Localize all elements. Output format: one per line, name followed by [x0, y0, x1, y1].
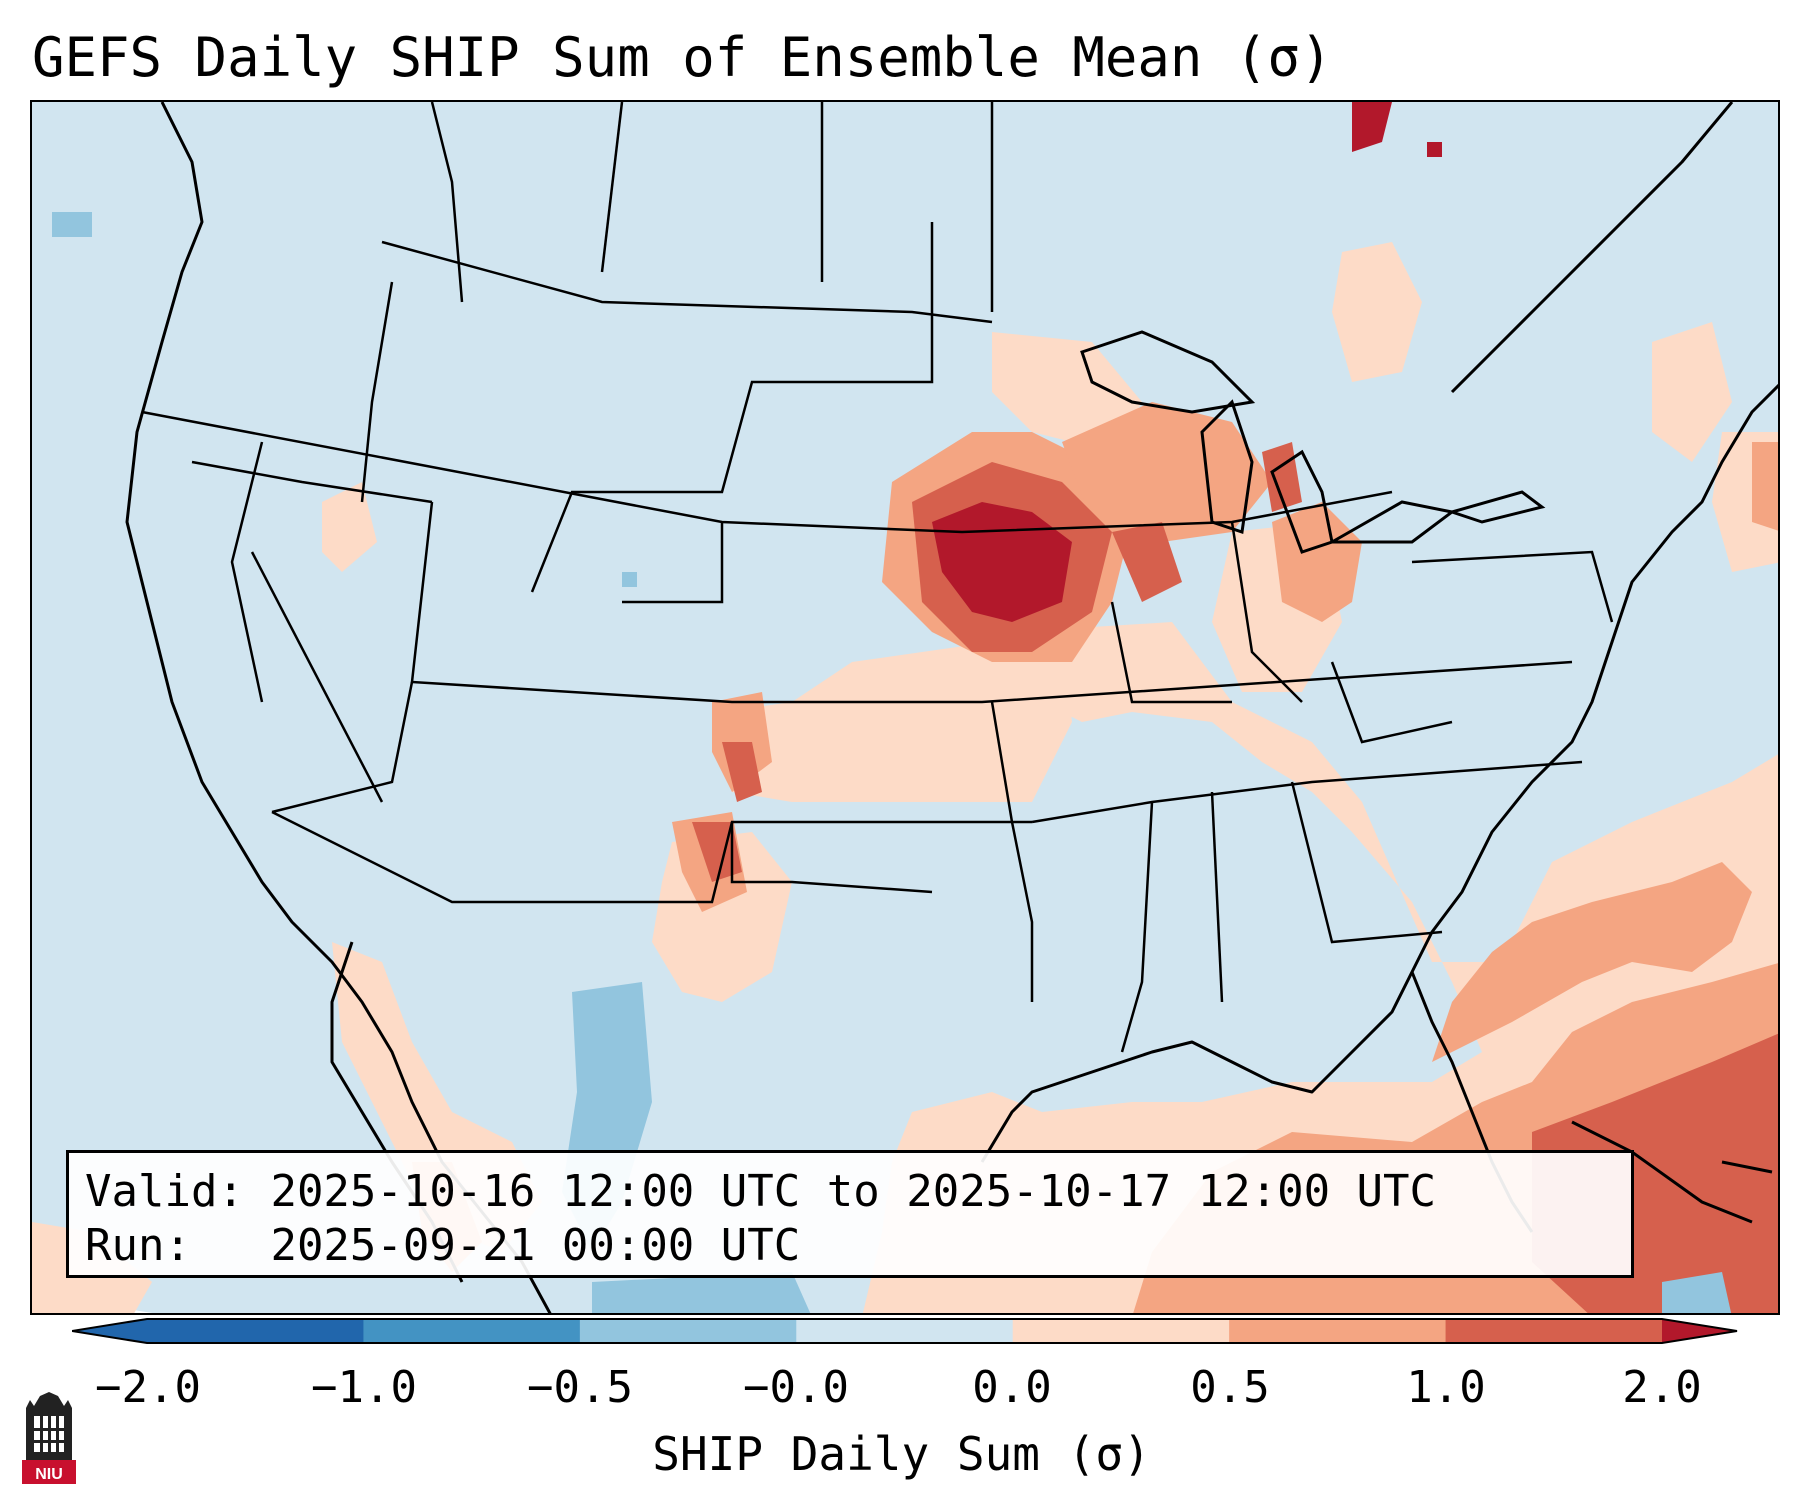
logo-text: NIU [35, 1466, 63, 1483]
state-boundaries [141, 102, 1614, 1053]
colorbar-segment [1445, 1319, 1663, 1343]
colorbar-segment [796, 1319, 1014, 1343]
valid-run-info-box: Valid: 2025-10-16 12:00 UTC to 2025-10-1… [66, 1150, 1634, 1278]
colorbar-tick: 2.0 [1622, 1362, 1702, 1413]
valid-label: Valid: [85, 1166, 244, 1217]
colorbar-segment [579, 1319, 797, 1343]
great-lakes [1080, 330, 1546, 554]
caribbean-islands [1571, 1120, 1773, 1224]
colorbar [72, 1318, 1738, 1344]
colorbar-tick: −0.0 [743, 1362, 849, 1413]
colorbar-tick: −2.0 [95, 1362, 201, 1413]
colorbar-outline [72, 1318, 1738, 1344]
colorbar-tick-labels: −2.0 −1.0 −0.5 −0.0 0.0 0.5 1.0 2.0 [0, 1360, 1803, 1430]
run-label: Run: [85, 1220, 191, 1271]
colorbar-segment [1229, 1319, 1447, 1343]
colorbar-tick: 0.5 [1190, 1362, 1270, 1413]
map-panel[interactable] [30, 100, 1780, 1315]
colorbar-tick: 1.0 [1406, 1362, 1486, 1413]
valid-period: 2025-10-16 12:00 UTC to 2025-10-17 12:00… [270, 1166, 1437, 1217]
colorbar-extend-high [1662, 1319, 1737, 1343]
map-title: GEFS Daily SHIP Sum of Ensemble Mean (σ) [32, 26, 1333, 89]
colorbar-extend-low [72, 1319, 147, 1343]
colorbar-label: SHIP Daily Sum (σ) [652, 1427, 1151, 1481]
ship-field-map [32, 102, 1778, 1313]
colorbar-segment [1012, 1319, 1230, 1343]
colorbar-segment [147, 1319, 364, 1343]
colorbar-segment [363, 1319, 581, 1343]
colorbar-tick: 0.0 [972, 1362, 1052, 1413]
colorbar-tick: −0.5 [527, 1362, 633, 1413]
run-time: 2025-09-21 00:00 UTC [270, 1220, 801, 1271]
colorbar-tick: −1.0 [311, 1362, 417, 1413]
niu-logo-icon: NIU [22, 1392, 76, 1484]
